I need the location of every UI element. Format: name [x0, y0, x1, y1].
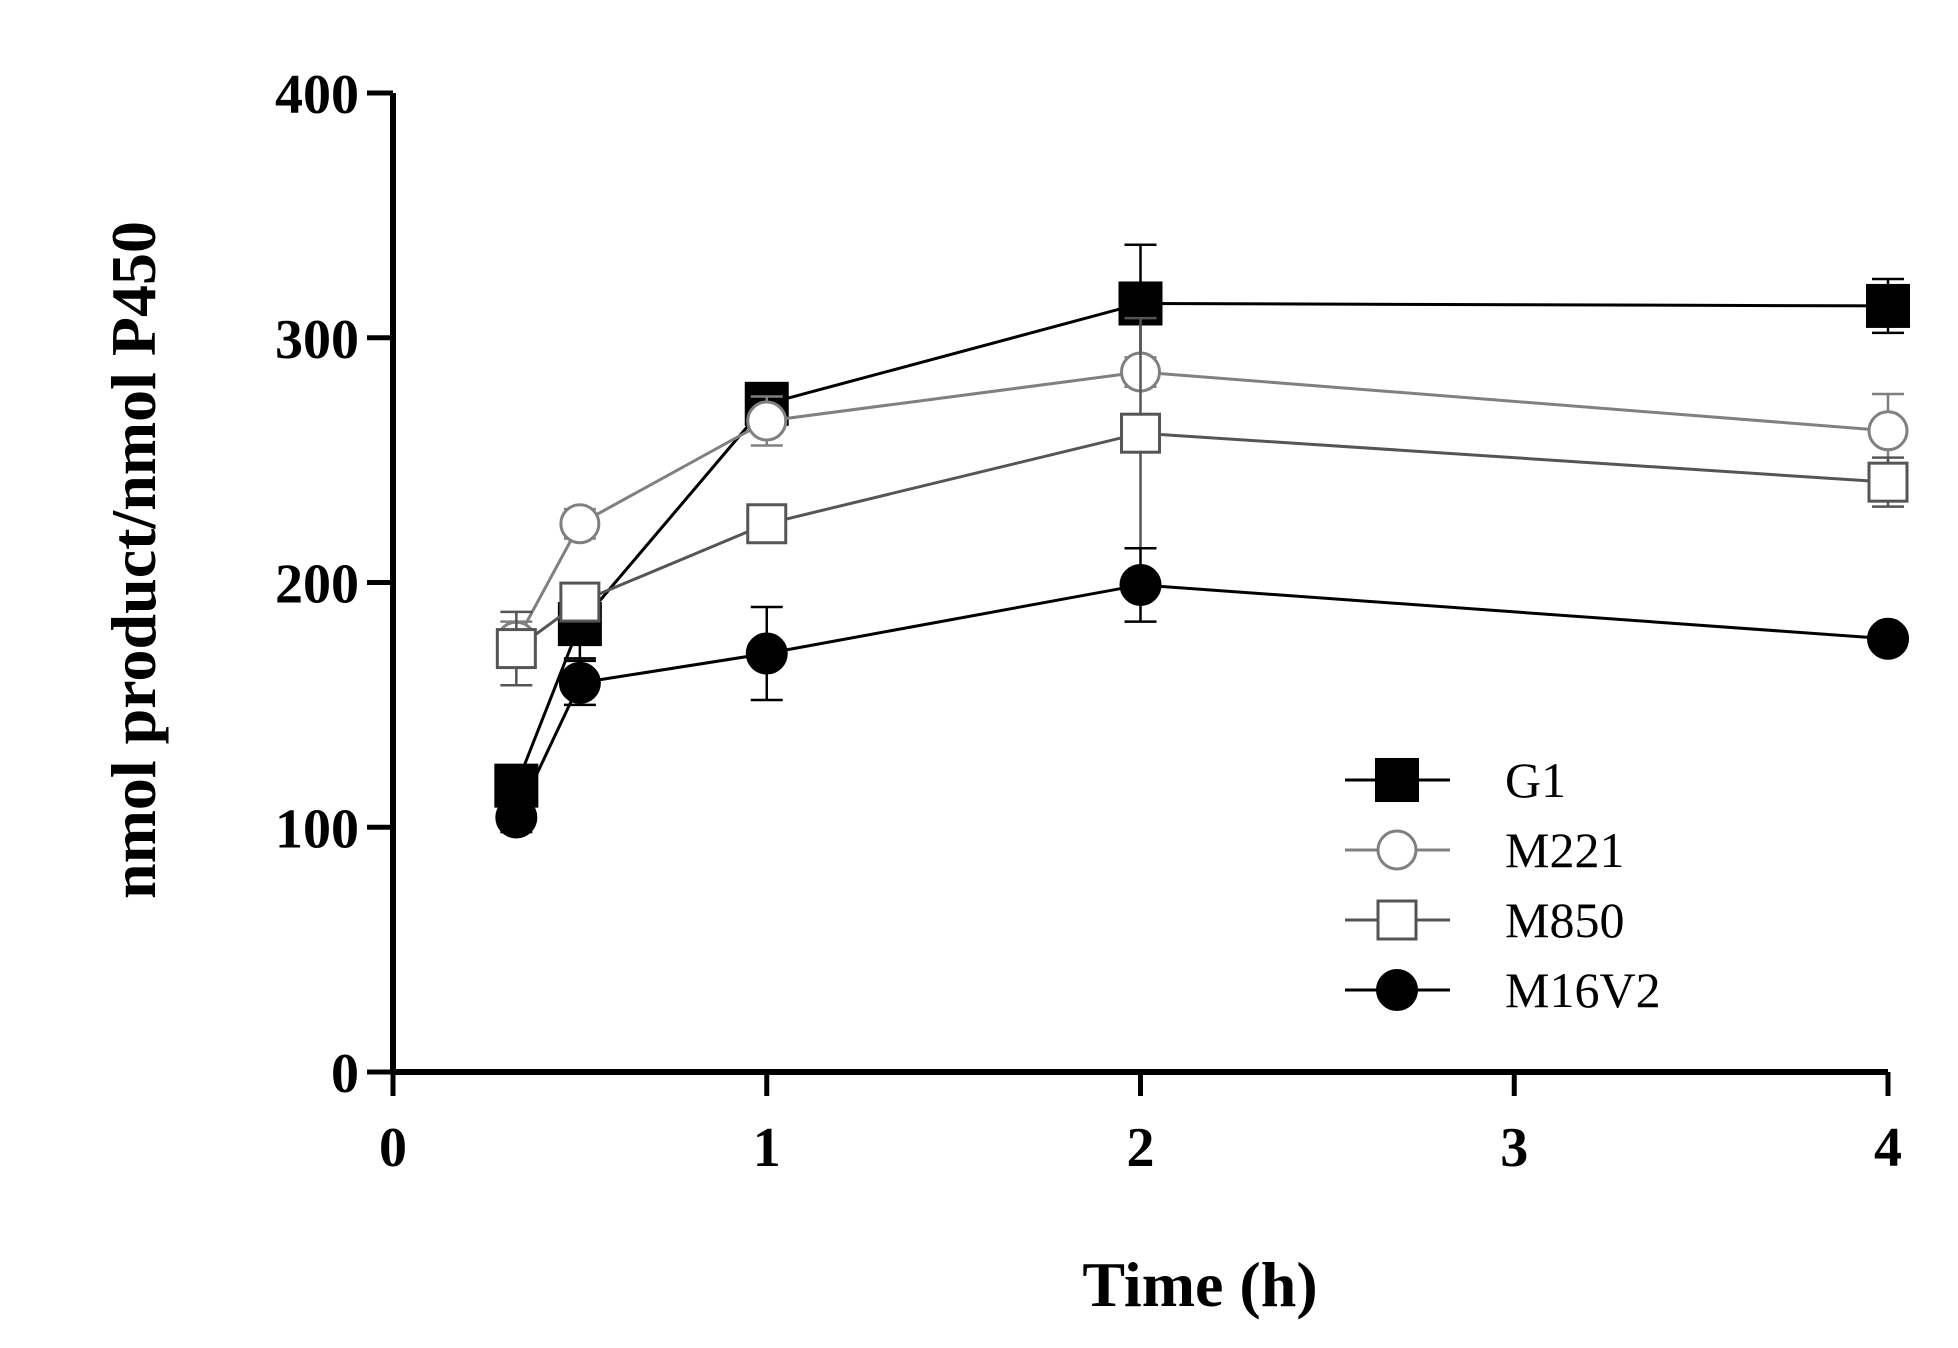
data-point	[495, 628, 537, 670]
x-axis-title: Time (h)	[1082, 1249, 1317, 1320]
legend-marker	[1376, 899, 1418, 941]
y-tick-label: 100	[275, 798, 359, 860]
y-ticks: 0 100 200 300 400	[275, 64, 393, 1105]
y-tick-label: 400	[275, 64, 359, 126]
y-tick-label: 200	[275, 554, 359, 616]
data-point	[746, 503, 788, 545]
x-tick-label: 4	[1874, 1117, 1902, 1179]
x-tick-label: 3	[1500, 1117, 1528, 1179]
data-point	[1120, 412, 1161, 454]
legend-label: M16V2	[1505, 962, 1661, 1018]
series-G1	[494, 243, 1910, 808]
series-line	[514, 583, 1889, 819]
series-M16V2	[495, 546, 1909, 839]
legend-marker	[1376, 829, 1418, 871]
data-point	[745, 632, 788, 675]
series-M221	[495, 351, 1909, 663]
series-line	[515, 431, 1889, 650]
legend-item: G1	[1345, 752, 1566, 808]
legend-label: G1	[1505, 752, 1566, 808]
series-line	[515, 370, 1889, 642]
legend-marker	[1376, 969, 1418, 1011]
y-tick-label: 300	[275, 309, 359, 371]
x-tick-label: 0	[379, 1117, 407, 1179]
legend-item: M16V2	[1345, 962, 1661, 1018]
data-point	[559, 581, 601, 623]
y-axis-title: nmol product/nmol P450	[98, 221, 169, 899]
data-point	[1867, 617, 1909, 660]
legend-label: M221	[1505, 822, 1624, 878]
x-tick-label: 2	[1127, 1117, 1155, 1179]
data-point	[1119, 563, 1162, 606]
data-point	[1866, 283, 1910, 328]
x-ticks: 0 1 2 3 4	[379, 1072, 1902, 1179]
series-M850	[495, 316, 1909, 687]
legend-marker	[1375, 758, 1419, 802]
series-layer	[494, 243, 1910, 839]
data-point	[1867, 461, 1909, 503]
data-point	[1867, 410, 1909, 452]
legend: G1 M221 M850 M16V2	[1345, 752, 1661, 1018]
data-point	[558, 661, 601, 704]
data-point	[559, 503, 601, 545]
data-point	[746, 400, 788, 442]
y-tick-label: 0	[331, 1043, 359, 1105]
data-point	[495, 796, 538, 839]
legend-item: M850	[1345, 892, 1624, 948]
legend-item: M221	[1345, 822, 1624, 878]
x-tick-label: 1	[753, 1117, 781, 1179]
legend-label: M850	[1505, 892, 1624, 948]
